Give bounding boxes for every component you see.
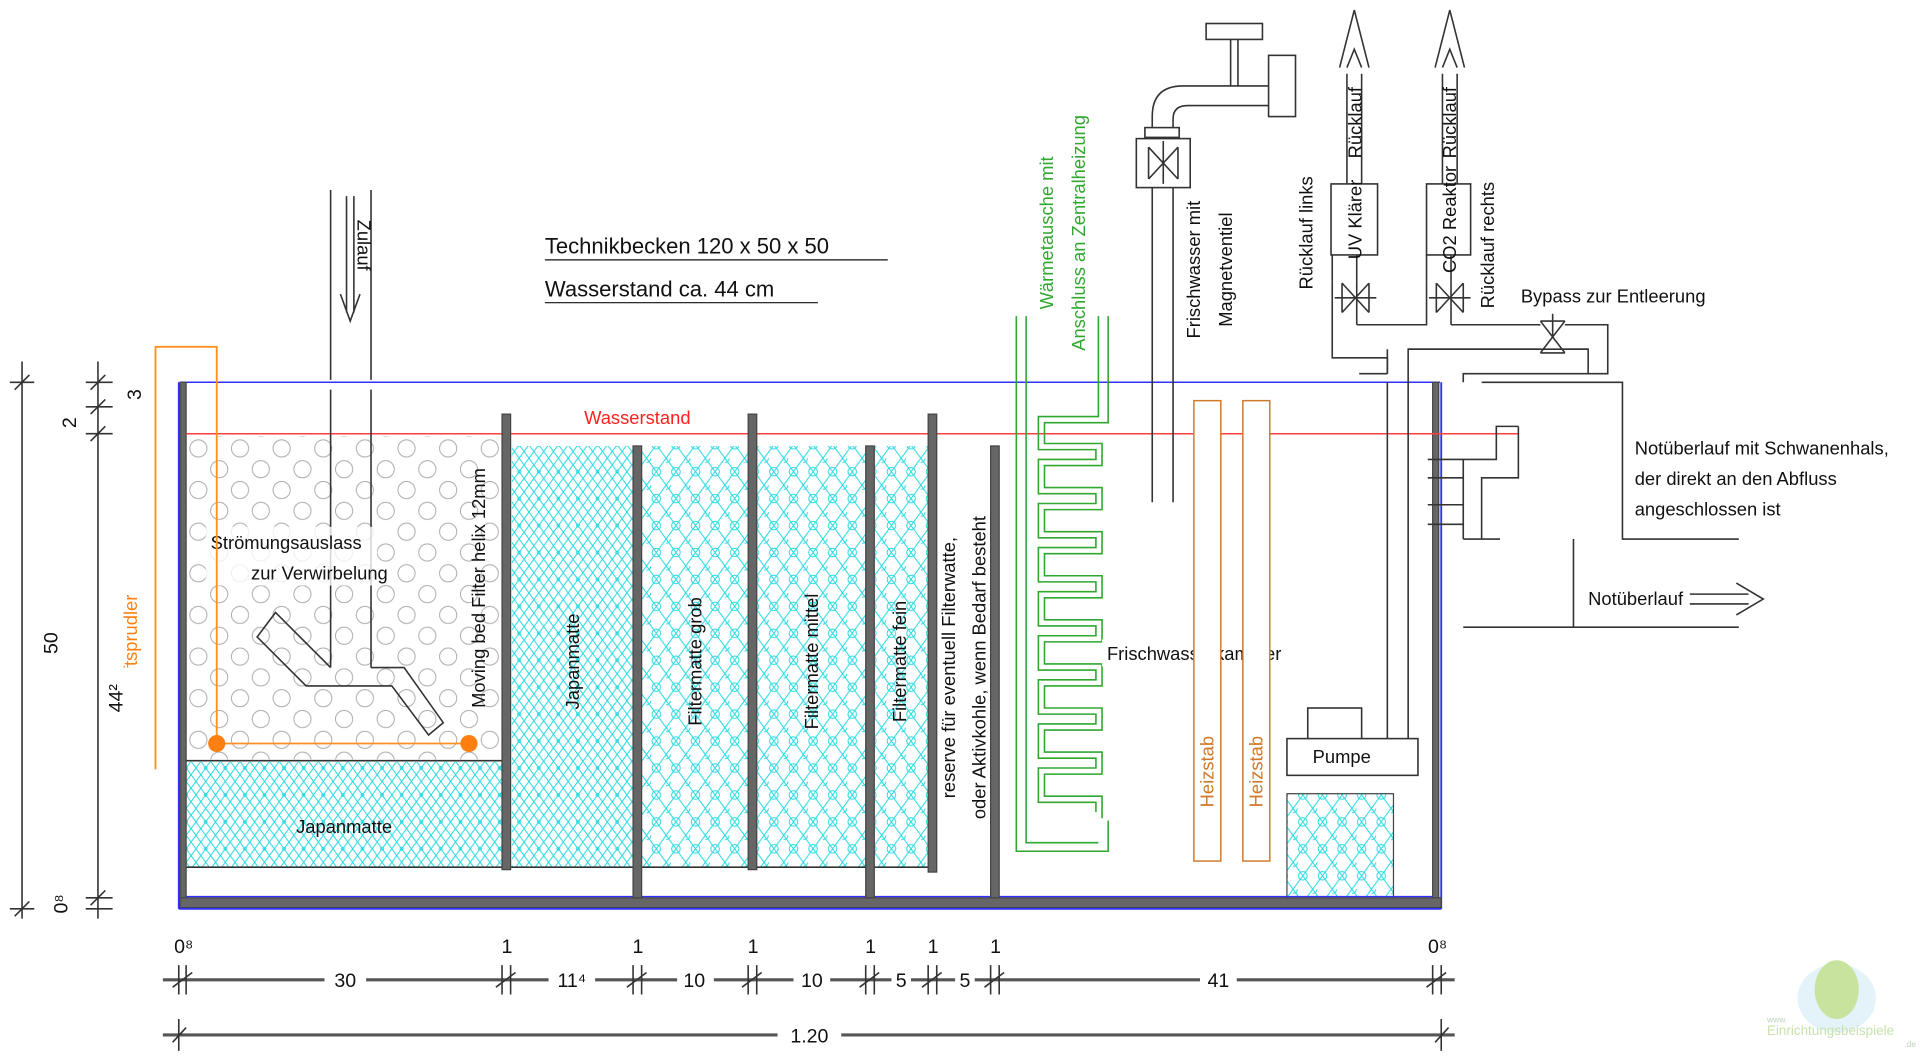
dim-segment: 11⁴ [557,970,586,992]
pump-label: Pumpe [1313,746,1371,767]
heat-exchanger-label-1: Wärmetausche mit [1036,156,1057,309]
divider [632,445,643,899]
water-level-label: Wasserstand [584,407,690,428]
fresh-water-label-2: Magnetventiel [1215,212,1236,326]
valve-right-icon [1428,282,1471,314]
watermark-text: Einrichtungsbeispiele [1767,1023,1894,1038]
heaters [1193,399,1271,862]
filtermatte-mittel [756,445,866,868]
co2-reactor-label: CO2 Reaktor [1439,166,1460,273]
luftsprudler-label: Luftsprudler [120,595,141,692]
divider [990,445,1000,899]
fresh-water-tap [1135,22,1297,503]
dim-segment: 30 [334,970,356,992]
bottom-dimensions: 30 11⁴ 10 10 5 5 41 0⁸ 1 1 1 1 1 1 0⁸ 1.… [162,936,1455,1051]
emergency-overflow [1427,381,1765,628]
heater-rod [1193,399,1222,862]
watermark-logo: www. Einrichtungsbeispiele .de [1766,960,1916,1049]
uv-clarifier [1330,183,1379,256]
air-stone-dot [208,734,226,753]
return-label-1: Rücklauf [1345,86,1366,158]
pump [1286,348,1589,777]
dim-wall: 1 [501,936,512,958]
arrow-up-icon [1338,9,1370,184]
title-line-2: Wasserstand ca. 44 cm [545,277,774,302]
dim-segment: 41 [1207,970,1229,992]
watermark-suffix: .de [1904,1039,1916,1049]
dim-height-total: 50 [41,632,63,654]
heat-exchanger-label-2: Anschluss an Zentralheizung [1068,115,1089,351]
dim-wall: 1 [928,936,939,958]
title-line-1: Technikbecken 120 x 50 x 50 [545,234,829,259]
japanmatte-label: Japanmatte [562,613,583,709]
pump-sponge [1286,793,1395,900]
return-right-label: Rücklauf rechts [1477,182,1498,309]
heater-rod [1242,399,1271,862]
dim-wall: 1 [865,936,876,958]
filtermatte-fein [874,445,929,868]
reserve-label-1: reserve für eventuell Filterwatte, [938,537,959,798]
heater-label-1: Heizstab [1196,736,1217,807]
left-dimensions [9,361,113,919]
return-left-label: Rücklauf links [1296,176,1317,289]
dim-water-height: 44² [105,684,127,713]
zulauf-label: Zulauf [354,220,375,272]
valve-left-icon [1334,282,1377,314]
filtermatte-grob-label: Filtermatte grob [685,597,706,726]
overflow-note-1: Notüberlauf mit Schwanenhals, [1635,438,1889,459]
heater-label-2: Heizstab [1245,736,1266,807]
watermark-prefix: www. [1766,1015,1787,1025]
dim-wall: 0⁸ [174,936,193,958]
air-stone-dot [460,734,478,753]
japanmatte-chamber [511,445,634,868]
divider [747,413,758,871]
moving-bed-chamber [186,436,503,760]
fresh-water-label-1: Frischwasser mit [1183,201,1204,339]
flow-outlet-label-2: zur Verwirbelung [251,562,388,583]
japanmatte-bottom [186,761,503,868]
title-block: Technikbecken 120 x 50 x 50 Wasserstand … [545,234,888,304]
tank [177,381,1443,910]
dim-wall: 1 [990,936,1001,958]
dim-wall: 1 [633,936,644,958]
japanmatte-bottom-label: Japanmatte [296,816,392,837]
filtermatte-fein-label: Filtermatte fein [889,601,910,722]
dim-bottom: 0⁸ [50,894,72,913]
dim-total-width: 1.20 [790,1025,828,1047]
heat-exchanger [1015,316,1109,853]
overflow-note-2: der direkt an den Abfluss [1635,468,1837,489]
return-label-2: Rücklauf [1439,86,1460,158]
dim-rim: 3 [124,389,146,400]
uv-clarifier-label: UV Klärer [1345,180,1366,260]
divider [865,445,875,899]
dividers [501,413,1000,899]
filtermatte-mittel-label: Filtermatte mittel [801,594,822,730]
dim-segment: 10 [801,970,823,992]
flow-outlet-label-1: Strömungsauslass [211,532,362,553]
reserve-label-2: oder Aktivkohle, wenn Bedarf besteht [969,516,990,819]
divider [927,413,938,873]
moving-bed-label: Moving bed Filter helix 12mm [468,468,489,708]
air-stone: Luftsprudler [120,345,478,770]
overflow-label: Notüberlauf [1588,588,1684,609]
dim-segment: 10 [683,970,705,992]
dim-segment: 5 [959,970,970,992]
divider [501,413,512,871]
dim-wall: 1 [748,936,759,958]
bypass-label: Bypass zur Entleerung [1521,286,1706,307]
dim-segment: 5 [896,970,907,992]
dim-top-gap: 2 [59,417,81,428]
arrow-up-icon [1434,9,1466,184]
co2-reactor [1425,183,1472,256]
return-lines [1330,9,1609,383]
overflow-note-3: angeschlossen ist [1635,499,1781,520]
filtermatte-grob [641,445,749,868]
dim-wall: 0⁸ [1428,936,1447,958]
